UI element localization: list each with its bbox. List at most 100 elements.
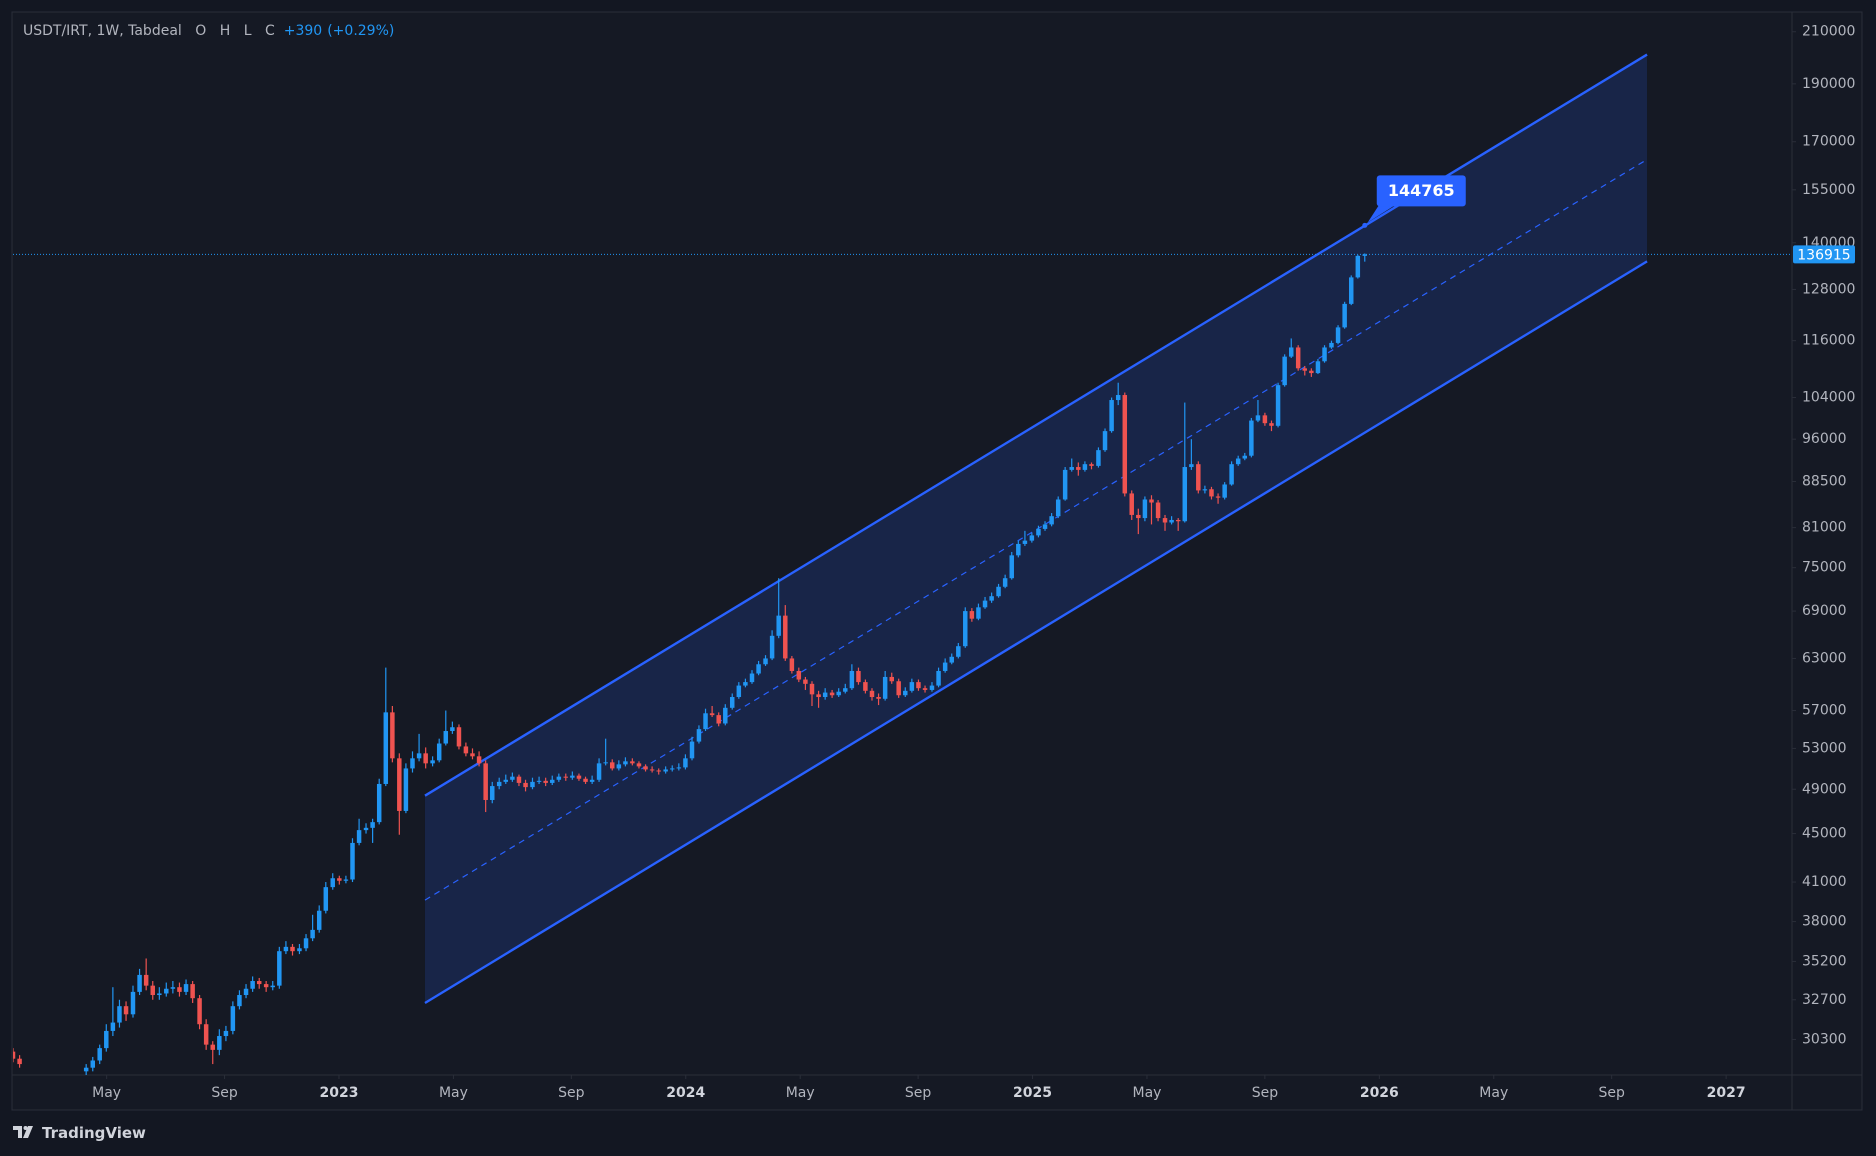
candle-body [1082, 464, 1088, 470]
y-tick-label: 63000 [1802, 650, 1847, 666]
candle-body [1102, 431, 1108, 451]
y-tick-label: 41000 [1802, 874, 1847, 890]
candle-body [956, 646, 961, 657]
candle-body [210, 1044, 215, 1050]
candle-body [976, 607, 981, 619]
candle-body [250, 981, 255, 989]
candle-body [1209, 489, 1214, 497]
candle-body [516, 776, 522, 783]
x-tick-label: May [92, 1085, 121, 1101]
candle-body [197, 998, 202, 1025]
legend: USDT/IRT, 1W, Tabdeal O H L C +390 (+0.29%… [23, 23, 403, 39]
candle-body [982, 600, 988, 608]
x-tick-label: 2027 [1707, 1085, 1746, 1101]
candle-body [1142, 499, 1148, 519]
candle-body [17, 1058, 22, 1065]
candle-body [297, 948, 302, 952]
y-tick-label: 30300 [1802, 1031, 1847, 1047]
candle-body [1136, 514, 1141, 519]
candle-body [896, 681, 901, 696]
candle-body [1069, 467, 1074, 470]
x-tick-label: May [1479, 1085, 1508, 1101]
candle-body [929, 685, 935, 690]
candle-body [510, 776, 515, 780]
candle-body [316, 910, 322, 930]
candle-body [243, 988, 249, 996]
candle-body [776, 615, 781, 636]
legend-key: L [243, 23, 252, 39]
candle-body [523, 782, 528, 788]
candle-body [123, 1006, 129, 1015]
y-tick-label: 128000 [1802, 281, 1855, 297]
candle-body [223, 1030, 229, 1037]
candle-body [803, 679, 808, 684]
candle-body [1129, 493, 1134, 515]
candle-body [1282, 356, 1287, 386]
candle-body [763, 658, 768, 665]
candle-body [630, 761, 635, 764]
candle-body [942, 662, 948, 671]
candle-body [150, 985, 155, 996]
candle-body [1109, 400, 1114, 432]
candle-body [663, 769, 668, 772]
candle-body [723, 707, 728, 724]
candle-body [849, 670, 855, 689]
candle-body [749, 673, 755, 683]
tradingview-logo [13, 1126, 33, 1138]
candle-body [323, 887, 329, 911]
y-tick-label: 170000 [1802, 134, 1855, 150]
candle-body [423, 753, 428, 764]
x-tick-label: May [439, 1085, 468, 1101]
x-tick-label: 2024 [666, 1085, 705, 1101]
plot-area [13, 53, 1792, 1075]
channel-fill [424, 54, 1648, 1003]
candle-body [863, 682, 868, 691]
candle-body [450, 727, 455, 732]
candle-body [164, 988, 169, 994]
candle-body [1362, 254, 1368, 256]
candle-body [1062, 469, 1068, 500]
candle-body [903, 690, 908, 696]
candle-body [576, 775, 582, 779]
candle-body [1329, 342, 1334, 348]
channel-lower [424, 260, 1648, 1004]
candle-body [989, 596, 994, 601]
candle-body [1162, 518, 1168, 523]
candle-body [337, 878, 342, 881]
footer-brand: TradingView [42, 1124, 146, 1142]
candle-body [1169, 519, 1174, 523]
candle-body [1295, 347, 1301, 369]
candle-body [936, 670, 941, 686]
candle-body [83, 1067, 89, 1072]
candle-body [1009, 555, 1014, 579]
candle-body [550, 779, 555, 783]
candle-body [796, 670, 802, 680]
candle-body [410, 758, 415, 769]
candle-body [1269, 423, 1274, 426]
candle-body [809, 683, 815, 695]
y-tick-label: 32700 [1802, 992, 1847, 1008]
x-tick-label: Sep [1598, 1085, 1625, 1101]
candle-body [1196, 464, 1201, 491]
candle-body [303, 938, 309, 949]
candle-body [1309, 370, 1314, 374]
candle-body [1042, 524, 1048, 529]
candle-body [470, 753, 475, 757]
candle-body [330, 878, 335, 888]
candle-body [709, 713, 715, 716]
candle-body [1229, 464, 1234, 485]
legend-key: O [195, 23, 207, 39]
y-tick-label: 190000 [1802, 76, 1855, 92]
candle-body [370, 822, 375, 828]
candle-body [376, 783, 382, 823]
candle-body [1322, 347, 1327, 362]
candle-body [363, 827, 369, 831]
candle-body [1175, 519, 1181, 522]
y-tick-label: 210000 [1802, 24, 1855, 40]
change-percent: (+0.29%) [327, 23, 395, 39]
y-tick-label: 88500 [1802, 474, 1847, 490]
candle-body [277, 951, 282, 986]
y-tick-label: 69000 [1802, 603, 1847, 619]
